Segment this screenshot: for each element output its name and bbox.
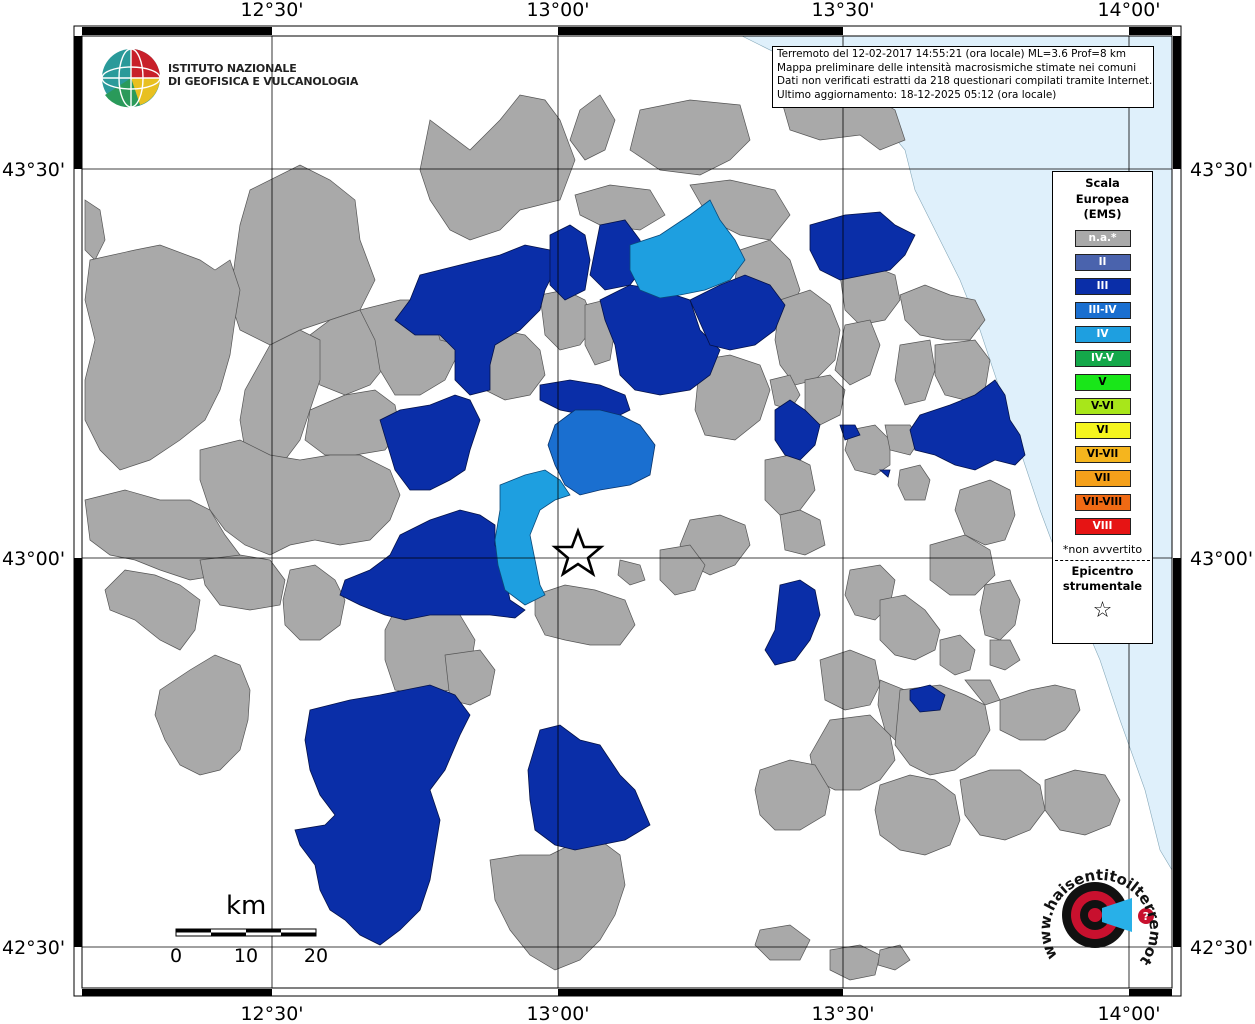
scale-bar: km 0 10 20 [170,891,328,967]
scale-tick-0: 0 [170,945,182,967]
tick-bottom-3: 13°30' [811,1003,874,1024]
map-frame [73,25,1182,997]
event-info-box: Terremoto del 12-02-2017 14:55:21 (ora l… [772,46,1154,108]
legend-swatch-n-a: n.a.* [1074,229,1131,247]
tick-bottom-2: 13°00' [526,1003,589,1024]
tick-right-2: 43°00' [1190,548,1253,570]
scale-unit: km [226,891,266,921]
legend-title-line1: Scala [1085,176,1120,190]
legend-swatch-iii: III [1074,277,1131,295]
legend-swatch-v-vi: V-VI [1074,397,1131,415]
event-line2: Mappa preliminare delle intensità macros… [777,61,1137,74]
legend-swatch-vi-vii: VI-VII [1074,445,1131,463]
legend-star-icon: ☆ [1092,597,1113,623]
ingv-globe-icon [101,48,161,108]
legend-swatch-vii-viii: VII-VIII [1074,493,1131,511]
legend-title: Scala Europea (EMS) [1053,176,1152,223]
legend-note: *non avvertito [1062,542,1143,556]
tick-right-1: 43°30' [1190,159,1253,181]
tick-top-2: 13°00' [526,0,589,21]
logo-line2: DI GEOFISICA E VULCANOLOGIA [168,75,359,88]
svg-text:?: ? [1143,910,1149,923]
logo-line1: ISTITUTO NAZIONALE [168,62,297,75]
legend-epicenter-line1: Epicentro [1071,563,1134,578]
tick-left-1: 43°30' [2,159,65,181]
legend-epicenter-line2: strumentale [1062,579,1143,593]
scale-tick-20: 20 [304,945,328,967]
legend-swatch-vii: VII [1074,469,1131,487]
tick-left-3: 42°30' [2,937,65,959]
event-title: Terremoto del 12-02-2017 14:55:21 (ora l… [777,48,1127,60]
legend-title-line3: (EMS) [1083,207,1122,221]
legend-swatch-v: V [1074,373,1131,391]
scale-tick-10: 10 [234,945,258,967]
tick-bottom-1: 12°30' [240,1003,303,1024]
legend-swatch-viii: VIII [1074,517,1131,535]
legend-title-line2: Europea [1075,191,1130,206]
tick-top-4: 14°00' [1097,0,1160,21]
municipalities-na [84,94,1121,981]
legend-epicenter-label: Epicentro strumentale [1053,564,1152,595]
tick-top-3: 13°30' [811,0,874,21]
event-line4: Ultimo aggiornamento: 18-12-2025 05:12 (… [777,88,1057,101]
legend-divider [1055,559,1150,561]
legend-swatch-iv-v: IV-V [1074,349,1131,367]
event-line3: Dati non verificati estratti da 218 ques… [777,75,1153,87]
municipalities-ems-iii [294,211,1026,946]
tick-bottom-4: 14°00' [1097,1003,1160,1024]
legend-swatch-iii-iv: III-IV [1074,301,1131,319]
epicenter-star-icon [551,527,605,578]
legend-swatch-vi: VI [1074,421,1131,439]
ingv-logo-text: ISTITUTO NAZIONALE DI GEOFISICA E VULCAN… [168,62,358,88]
legend-swatch-iv: IV [1074,325,1131,343]
tick-top-1: 12°30' [240,0,303,21]
tick-right-3: 42°30' [1190,937,1253,959]
legend-swatches: n.a.* II III III-IV IV IV-V V V-VI VI VI-VII VII VI… [1053,229,1152,535]
municipalities-ems-iii-iv [547,409,656,496]
ems-legend: Scala Europea (EMS) n.a.* II III III-IV IV IV… [1052,171,1153,644]
tick-left-2: 43°00' [2,548,65,570]
legend-swatch-ii: II [1074,253,1131,271]
graticule [82,36,1172,988]
municipalities-ems-iv [494,199,746,606]
